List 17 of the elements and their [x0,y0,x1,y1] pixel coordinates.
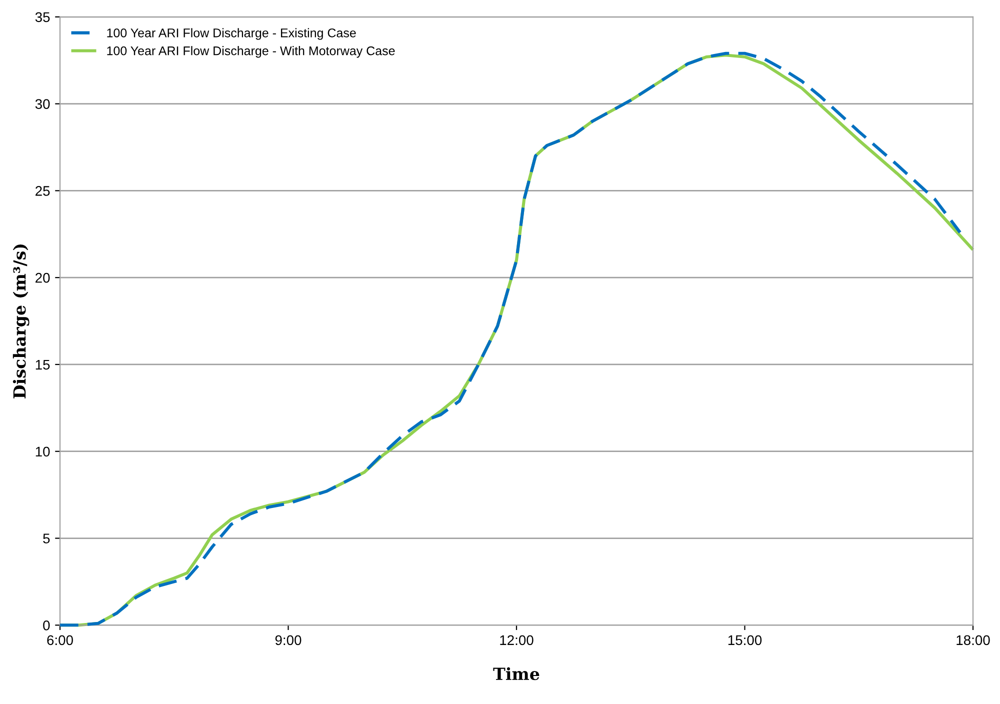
y-tick-label: 15 [36,360,50,370]
x-tick-label: 6:00 [47,635,73,646]
y-tick-label: 5 [43,534,50,544]
y-tick-label: 25 [36,186,50,196]
x-tick-label: 18:00 [956,635,990,646]
legend-label: 100 Year ARI Flow Discharge - Existing Case [107,28,356,40]
x-tick-label: 9:00 [275,635,302,646]
y-tick-label: 30 [35,99,50,109]
x-axis-title: Time [493,667,540,680]
legend-label: 100 Year ARI Flow Discharge - With Motorway Case [107,46,395,58]
x-tick-label: 12:00 [500,635,534,646]
y-tick-label: 10 [36,446,50,457]
y-tick-label: 35 [35,12,50,22]
x-tick-label: 15:00 [728,635,762,646]
y-axis-title: Discharge (m³/s) [12,244,30,398]
y-tick-label: 20 [36,272,50,283]
y-tick-label: 0 [43,620,50,630]
